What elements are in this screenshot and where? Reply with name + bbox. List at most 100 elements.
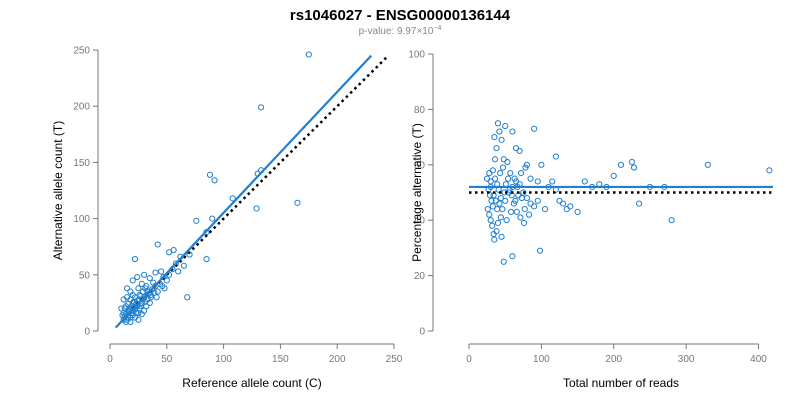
x-tick-label: 100 [215, 354, 232, 365]
chart-title: rs1046027 - ENSG00000136144 [290, 7, 511, 24]
y-tick-label: 0 [84, 327, 90, 338]
data-point [486, 170, 493, 177]
data-point [180, 262, 187, 269]
data-point [497, 214, 504, 221]
data-point [574, 208, 581, 215]
data-point [552, 153, 559, 160]
data-point [628, 158, 635, 166]
data-point [206, 171, 214, 178]
expected-ratio-line [131, 54, 390, 310]
data-point [498, 233, 505, 240]
data-point [512, 197, 519, 204]
data-point [193, 217, 200, 224]
data-point [518, 194, 525, 202]
x-axis-label: Reference allele count (C) [182, 376, 321, 390]
data-point [159, 282, 166, 290]
data-point [158, 268, 165, 275]
data-point [517, 214, 524, 221]
data-point [493, 145, 500, 152]
x-tick-label: 0 [466, 354, 472, 365]
data-point [527, 175, 534, 182]
y-tick-label: 60 [414, 160, 426, 171]
data-point [488, 197, 495, 204]
data-point [491, 175, 499, 182]
data-point [507, 208, 515, 215]
data-point [500, 156, 507, 163]
data-point [489, 167, 496, 174]
data-point [668, 217, 675, 224]
data-point [563, 206, 570, 213]
y-tick-label: 100 [73, 214, 90, 225]
data-point [531, 125, 538, 132]
data-point [491, 236, 498, 243]
x-tick-label: 50 [161, 354, 173, 365]
data-point [211, 177, 218, 184]
data-point [498, 136, 505, 143]
data-point [489, 222, 496, 229]
x-tick-label: 0 [107, 354, 113, 365]
data-point [305, 51, 312, 58]
data-point [165, 249, 173, 256]
data-point [138, 280, 145, 287]
data-point [135, 309, 142, 317]
x-tick-label: 300 [678, 354, 695, 365]
y-tick-label: 250 [73, 46, 90, 57]
x-tick-label: 150 [272, 354, 289, 365]
data-point [502, 122, 509, 130]
y-axis-label: Percentage alternative (T) [410, 123, 424, 262]
scatter-panel-percentage: 0 100 200 300 400 0 20 40 60 80 100 Total number of… [408, 50, 773, 390]
data-point [118, 305, 125, 312]
data-point [538, 161, 545, 168]
data-point [559, 200, 567, 207]
data-point [511, 175, 518, 182]
data-point [493, 228, 500, 235]
data-point [503, 217, 510, 224]
data-point [549, 178, 556, 185]
data-point [483, 175, 491, 182]
y-tick-label: 80 [414, 105, 426, 116]
y-tick-label: 40 [414, 216, 426, 227]
data-point [523, 194, 531, 202]
y-tick-label: 0 [419, 327, 425, 338]
data-point [175, 268, 182, 275]
data-point [509, 128, 516, 135]
fit-line [114, 54, 373, 329]
data-point [140, 271, 148, 278]
data-point [142, 285, 149, 292]
data-point [502, 197, 509, 204]
x-tick-label: 100 [533, 354, 550, 365]
data-point [536, 247, 544, 254]
data-point [534, 197, 541, 204]
data-point [123, 285, 131, 292]
data-point [556, 197, 563, 204]
data-point [581, 178, 588, 185]
data-point [497, 170, 504, 177]
data-point [567, 203, 574, 210]
y-axis-label: Alternative allele count (T) [51, 121, 65, 260]
data-point [487, 217, 494, 224]
y-tick-label: 20 [414, 271, 426, 282]
data-point [129, 291, 136, 299]
data-point [494, 219, 502, 227]
y-tick-label: 100 [408, 50, 425, 61]
data-point [516, 147, 523, 155]
data-point [131, 255, 139, 263]
data-point [766, 167, 773, 174]
data-point [489, 203, 496, 210]
data-point [513, 208, 520, 215]
data-point [531, 203, 538, 210]
data-point [135, 285, 142, 292]
data-point [522, 164, 529, 171]
data-point [610, 172, 617, 179]
data-point [499, 206, 506, 213]
x-tick-label: 250 [386, 354, 403, 365]
data-point [525, 211, 533, 218]
data-point [507, 170, 514, 177]
data-point [496, 128, 503, 135]
data-point [617, 161, 625, 168]
data-point [184, 294, 191, 301]
data-point [520, 189, 527, 196]
data-point [486, 211, 493, 218]
data-point [209, 215, 216, 222]
